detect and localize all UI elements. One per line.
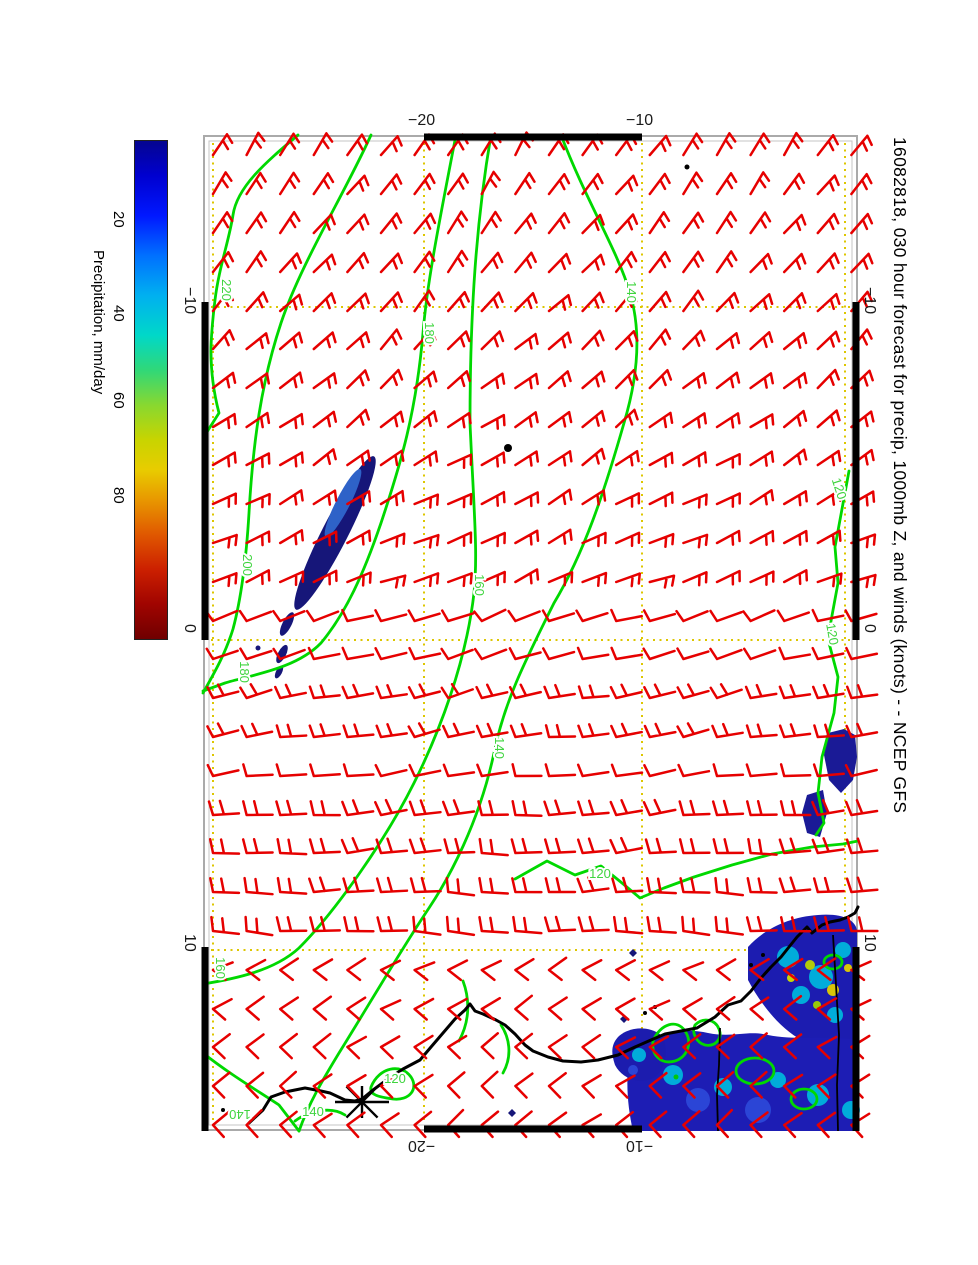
- colorbar-tick: 20: [110, 211, 127, 228]
- precip-spot: [628, 1065, 638, 1075]
- colorbar-axis-label: Precipitation, mm/day: [90, 250, 107, 395]
- height-contour: [203, 133, 300, 437]
- plot-title: 16082818, 030 hour forecast for precip, …: [890, 137, 910, 814]
- height-contour: [369, 1067, 416, 1101]
- precip-spot: [844, 964, 852, 972]
- precip-dot: [629, 949, 637, 957]
- island-dot: [749, 963, 753, 967]
- contour-label: 140: [492, 737, 507, 759]
- contour-label: 120: [589, 866, 611, 881]
- city-star-marker: [345, 1085, 379, 1119]
- axis-tick-label: −10: [181, 287, 198, 315]
- height-contour-loop: [789, 1087, 819, 1111]
- height-contour-loop: [822, 953, 844, 971]
- precip-spot: [777, 946, 799, 968]
- height-contour: [201, 133, 373, 695]
- contour-label: 140: [624, 281, 639, 303]
- precip-area: [748, 914, 857, 1048]
- wind-barbs: [204, 131, 879, 1139]
- island-dot: [643, 1011, 647, 1015]
- precip-spot: [835, 942, 851, 958]
- contour-label: 120: [384, 1071, 406, 1086]
- island-dot: [761, 953, 765, 957]
- contour-label: 220: [219, 279, 234, 301]
- contour-label: 120: [823, 622, 842, 646]
- axis-tick-label: 0: [181, 624, 198, 633]
- precip-spot: [809, 965, 833, 989]
- colorbar-tick: 80: [110, 486, 127, 504]
- precip-area: [824, 729, 857, 793]
- height-contour: [297, 133, 639, 1133]
- height-contour-loop: [734, 1056, 776, 1086]
- height-contour: [201, 1051, 301, 1133]
- island-dot: [504, 444, 512, 452]
- country-border: [832, 934, 840, 1132]
- island-dot: [221, 1108, 225, 1112]
- precip-streak: [255, 645, 261, 651]
- height-contour: [513, 839, 860, 900]
- precip-dot: [508, 1109, 516, 1117]
- map-frame-inner: [208, 140, 853, 1126]
- axis-tick-label: −20: [408, 1137, 436, 1154]
- axis-tick-label: 10: [181, 934, 198, 952]
- precip-spot: [807, 1084, 829, 1106]
- precip-spot: [745, 1097, 771, 1123]
- axis-tick-label: −20: [408, 112, 436, 129]
- precip-spot: [663, 1065, 683, 1085]
- contour-label: 180: [237, 661, 252, 683]
- axis-tick-label: −10: [626, 1137, 654, 1154]
- axis-tick-label: −10: [861, 287, 878, 315]
- axis-tick-label: 10: [861, 934, 878, 952]
- map-canvas: 2202001801801601601401401201201201201401…: [201, 131, 879, 1139]
- island-dot: [684, 164, 690, 170]
- axis-tick-label: −10: [626, 112, 654, 129]
- contour-label: 140: [302, 1104, 324, 1119]
- contour-label: 200: [240, 554, 255, 576]
- contour-label: 140: [229, 1107, 251, 1122]
- height-contour: [814, 469, 851, 837]
- island-dot: [233, 1114, 237, 1118]
- height-contour: [499, 1023, 511, 1075]
- height-contour: [293, 1108, 347, 1123]
- contour-label: 160: [472, 574, 487, 596]
- colorbar-tick: 40: [110, 305, 127, 322]
- contour-label: 160: [213, 957, 228, 979]
- contour-label: 180: [422, 322, 437, 344]
- axis-tick-label: 0: [861, 624, 878, 633]
- height-contour: [201, 133, 493, 986]
- precip-spot: [805, 960, 815, 970]
- colorbar-tick: 60: [110, 391, 127, 409]
- precip-streak: [274, 665, 284, 679]
- precip-spot: [632, 1048, 646, 1062]
- height-contour: [201, 133, 458, 693]
- precip-spot: [673, 1074, 679, 1080]
- precipitation-colorbar: [134, 140, 168, 640]
- precip-streak: [324, 468, 362, 538]
- height-contour: [651, 1022, 690, 1064]
